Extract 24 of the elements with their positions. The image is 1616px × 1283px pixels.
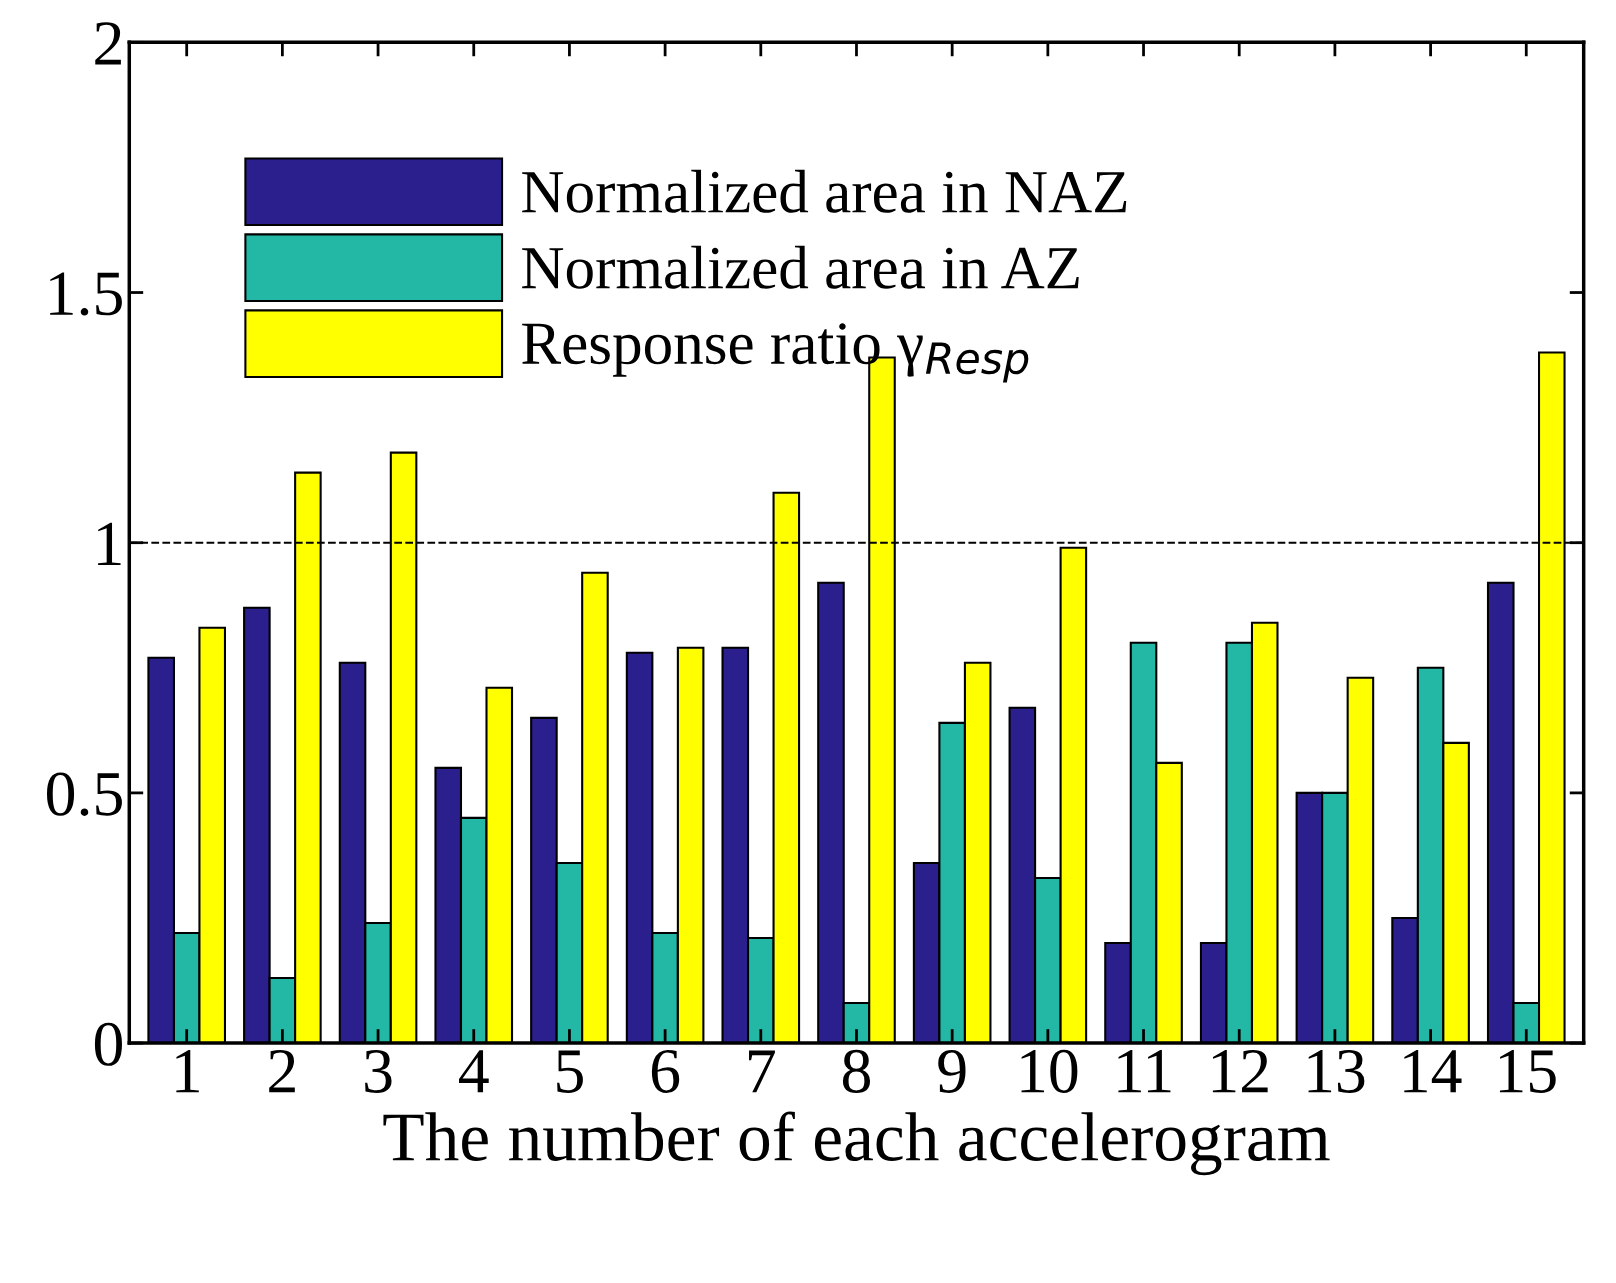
x-tick-label: 15 [1499,1050,1556,1093]
y-tick-label: 1.5 [50,272,122,316]
x-tick-label: 5 [557,1050,583,1093]
x-tick-label: 14 [1404,1050,1462,1093]
x-tick-label: 11 [1118,1050,1171,1093]
x-tick-label: 8 [842,1049,871,1093]
x-tick-label: 13 [1308,1049,1365,1093]
x-tick-label: 6 [651,1049,680,1093]
x-tick-label: 9 [938,1049,966,1093]
legend-label: Normalized area in NAZ [522,169,1127,213]
x-tick-label: 1 [176,1050,199,1093]
x-tick-label: 3 [365,1049,392,1093]
x-tick-label: 12 [1212,1049,1268,1093]
legend-label: Response ratio γ$_{Resp}$ [522,323,1029,383]
x-tick-label: 10 [1021,1049,1078,1093]
x-axis-title: The number of each accelerogram [383,1111,1330,1176]
y-tick-label: 2 [95,22,121,65]
x-tick-label: 2 [269,1049,295,1093]
x-tick-label: 7 [749,1050,775,1093]
y-tick-label: 1 [98,522,121,565]
x-tick-label: 4 [459,1050,489,1093]
y-tick-label: 0 [94,1022,122,1066]
legend-label: Normalized area in AZ [522,245,1079,289]
y-tick-label: 0.5 [46,772,122,816]
